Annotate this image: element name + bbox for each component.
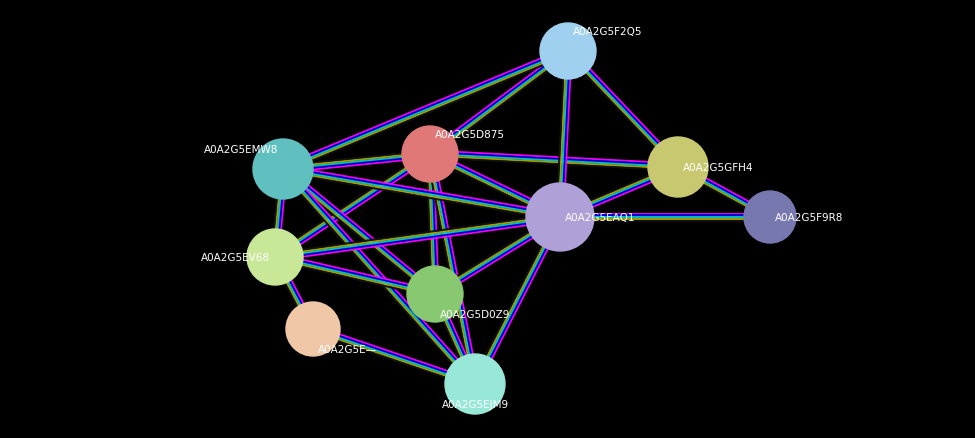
Text: A0A2G5D0Z9: A0A2G5D0Z9: [440, 309, 510, 319]
Circle shape: [253, 140, 313, 200]
Circle shape: [445, 354, 505, 414]
Circle shape: [540, 24, 596, 80]
Text: A0A2G5EMW8: A0A2G5EMW8: [204, 145, 278, 155]
Circle shape: [526, 184, 594, 251]
Circle shape: [744, 191, 796, 244]
Circle shape: [247, 230, 303, 285]
Text: A0A2G5F9R8: A0A2G5F9R8: [775, 212, 843, 223]
Circle shape: [402, 127, 458, 183]
Circle shape: [286, 302, 340, 356]
Text: A0A2G5E—: A0A2G5E—: [318, 344, 377, 354]
Text: A0A2G5EV68: A0A2G5EV68: [201, 252, 270, 262]
Text: A0A2G5GFH4: A0A2G5GFH4: [683, 162, 754, 173]
Text: A0A2G5D875: A0A2G5D875: [435, 130, 505, 140]
Circle shape: [648, 138, 708, 198]
Circle shape: [407, 266, 463, 322]
Text: A0A2G5F2Q5: A0A2G5F2Q5: [573, 27, 643, 37]
Text: A0A2G5EAQ1: A0A2G5EAQ1: [565, 212, 636, 223]
Text: A0A2G5EJM9: A0A2G5EJM9: [442, 399, 509, 409]
